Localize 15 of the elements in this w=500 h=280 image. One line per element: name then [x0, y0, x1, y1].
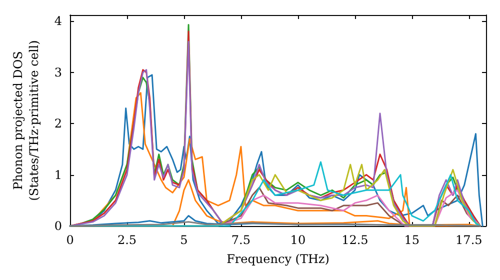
x-tick-label: 2.5 — [117, 233, 137, 247]
x-tick-label: 15 — [404, 233, 420, 247]
y-axis-title: Phonon projected DOS (States/THz·primitive cell) — [11, 40, 41, 201]
x-tick-label: 12.5 — [342, 233, 368, 247]
x-axis-title: Frequency (THz) — [226, 252, 330, 266]
x-tick-label: 17.5 — [456, 233, 482, 247]
y-tick-label: 4 — [54, 14, 62, 28]
y-tick-label: 3 — [54, 65, 62, 80]
x-tick-label: 7.5 — [231, 233, 251, 247]
y-tick-label: 1 — [54, 168, 62, 182]
y-tick-label: 2 — [54, 116, 62, 131]
x-tick-label: 0 — [66, 233, 74, 247]
x-tick-label: 10 — [290, 233, 306, 247]
x-tick-label: 5 — [180, 233, 188, 247]
y-tick-label: 0 — [54, 219, 62, 233]
